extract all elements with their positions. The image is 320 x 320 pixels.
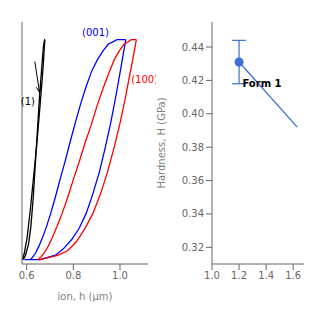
svg-text:Hardness, H (GPa): Hardness, H (GPa): [156, 97, 167, 188]
svg-text:0.36: 0.36: [182, 175, 204, 186]
svg-text:1.6: 1.6: [285, 270, 301, 281]
svg-text:ion, h (μm): ion, h (μm): [57, 291, 112, 302]
svg-text:0.34: 0.34: [182, 208, 204, 219]
svg-text:1.0: 1.0: [204, 270, 220, 281]
svg-text:0.44: 0.44: [182, 42, 204, 53]
svg-text:0.8: 0.8: [65, 270, 81, 281]
svg-text:1.0: 1.0: [112, 270, 128, 281]
svg-text:0.40: 0.40: [182, 108, 204, 119]
svg-text:(001): (001): [82, 27, 109, 38]
svg-text:1.2: 1.2: [231, 270, 247, 281]
svg-text:0.32: 0.32: [182, 242, 204, 253]
svg-text:(1): (1): [21, 96, 35, 107]
svg-text:(100): (100): [131, 74, 156, 85]
svg-text:0.42: 0.42: [182, 75, 204, 86]
svg-text:Form 1: Form 1: [242, 78, 281, 89]
svg-text:1.4: 1.4: [258, 270, 274, 281]
svg-text:0.38: 0.38: [182, 142, 204, 153]
svg-text:0.6: 0.6: [19, 270, 35, 281]
